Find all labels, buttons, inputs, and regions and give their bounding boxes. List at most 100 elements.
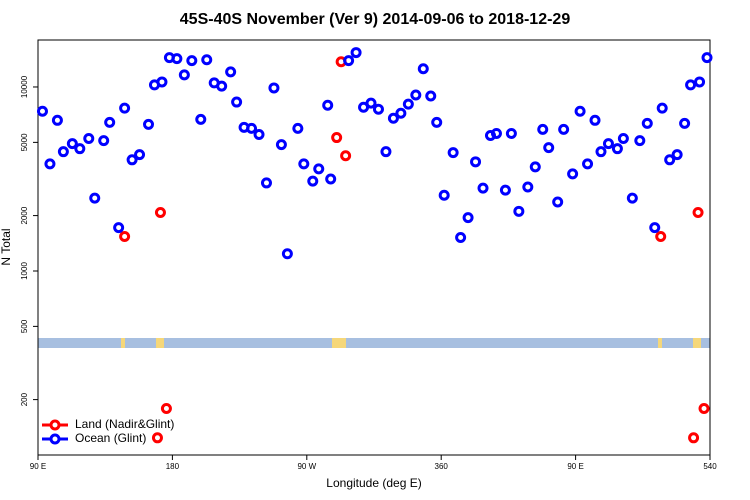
- data-point: [529, 161, 541, 173]
- data-point: [701, 52, 713, 64]
- data-point: [350, 47, 362, 59]
- data-point: [57, 146, 69, 158]
- data-point: [490, 127, 502, 139]
- data-point: [671, 149, 683, 161]
- data-point: [160, 402, 172, 414]
- data-point: [119, 102, 131, 114]
- data-point: [195, 113, 207, 125]
- land-patch: [156, 338, 164, 348]
- y-axis-label: N Total: [0, 228, 13, 265]
- data-point: [455, 232, 467, 244]
- data-point: [372, 103, 384, 115]
- data-point: [410, 89, 422, 101]
- land-mask-strip: [38, 338, 710, 348]
- data-point: [617, 132, 629, 144]
- x-tick-label: 90 E: [567, 462, 583, 471]
- ocean-band: [38, 338, 710, 348]
- data-point: [83, 132, 95, 144]
- data-point: [574, 105, 586, 117]
- data-point: [126, 154, 138, 166]
- data-point: [694, 76, 706, 88]
- data-point: [567, 168, 579, 180]
- data-point: [325, 173, 337, 185]
- legend-swatch-marker: [49, 433, 61, 445]
- data-point: [634, 135, 646, 147]
- data-point: [582, 158, 594, 170]
- data-point: [307, 175, 319, 187]
- data-point: [688, 432, 700, 444]
- data-point: [201, 54, 213, 66]
- data-point: [178, 69, 190, 81]
- data-point: [595, 146, 607, 158]
- chart-title: 45S-40S November (Ver 9) 2014-09-06 to 2…: [180, 11, 571, 28]
- y-tick-label: 500: [20, 319, 29, 333]
- data-point: [313, 163, 325, 175]
- data-point: [253, 128, 265, 140]
- data-point: [331, 132, 343, 144]
- data-point: [552, 196, 564, 208]
- data-point: [216, 80, 228, 92]
- data-point: [431, 116, 443, 128]
- legend-label: Land (Nadir&Glint): [75, 417, 174, 431]
- data-point: [113, 222, 125, 234]
- x-tick-label: 180: [166, 462, 180, 471]
- data-point: [679, 117, 691, 129]
- data-point: [51, 114, 63, 126]
- data-point: [98, 135, 110, 147]
- data-point: [425, 90, 437, 102]
- x-tick-label: 540: [703, 462, 717, 471]
- data-point: [281, 248, 293, 260]
- land-patch: [121, 338, 125, 348]
- data-point: [119, 230, 131, 242]
- data-point: [513, 205, 525, 217]
- data-point: [499, 184, 511, 196]
- data-point: [292, 122, 304, 134]
- data-point: [275, 139, 287, 151]
- data-point: [656, 102, 668, 114]
- data-point: [462, 212, 474, 224]
- data-point: [268, 82, 280, 94]
- data-point: [402, 98, 414, 110]
- data-point: [298, 158, 310, 170]
- data-point: [151, 432, 163, 444]
- data-point: [89, 192, 101, 204]
- data-point: [537, 123, 549, 135]
- y-tick-label: 200: [20, 392, 29, 406]
- data-point: [380, 146, 392, 158]
- y-tick-label: 1000: [20, 262, 29, 280]
- data-point: [522, 181, 534, 193]
- plot-frame: [37, 39, 711, 456]
- data-point: [558, 123, 570, 135]
- data-point: [365, 97, 377, 109]
- data-point: [505, 127, 517, 139]
- data-point: [438, 189, 450, 201]
- legend-label: Ocean (Glint): [75, 431, 146, 445]
- data-point: [664, 154, 676, 166]
- data-point: [655, 230, 667, 242]
- data-point: [44, 158, 56, 170]
- data-point: [543, 142, 555, 154]
- data-point: [134, 149, 146, 161]
- data-point: [74, 143, 86, 155]
- land-patch: [332, 338, 346, 348]
- data-point: [692, 206, 704, 218]
- data-point: [154, 206, 166, 218]
- data-point: [626, 192, 638, 204]
- data-point: [611, 143, 623, 155]
- data-point: [417, 63, 429, 75]
- data-point: [171, 53, 183, 65]
- data-point: [186, 55, 198, 67]
- land-patch: [658, 338, 662, 348]
- data-point: [698, 402, 710, 414]
- data-point: [470, 156, 482, 168]
- data-point: [66, 138, 78, 150]
- data-point: [395, 107, 407, 119]
- data-point: [641, 117, 653, 129]
- data-point: [246, 122, 258, 134]
- land-patch: [693, 338, 701, 348]
- data-point: [685, 79, 697, 91]
- data-point: [340, 150, 352, 162]
- x-axis-label: Longitude (deg E): [326, 476, 421, 490]
- x-tick-label: 90 W: [297, 462, 316, 471]
- data-point: [649, 222, 661, 234]
